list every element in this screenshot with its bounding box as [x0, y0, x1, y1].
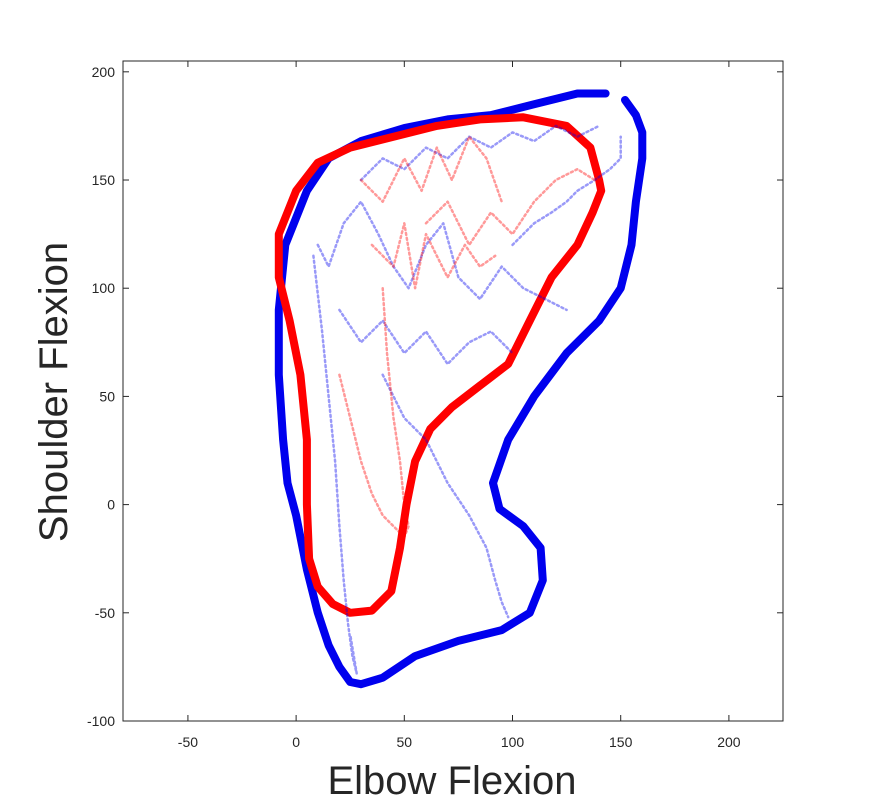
plot-area [123, 61, 783, 721]
x-tick-label: 50 [397, 734, 413, 750]
x-tick-label: 0 [292, 734, 300, 750]
trace-line-5 [359, 124, 601, 182]
x-axis-label: Elbow Flexion [327, 759, 576, 803]
x-tick-label: 100 [501, 734, 525, 750]
trace-line-4 [338, 308, 514, 366]
trace-line-9 [370, 222, 497, 290]
trace-line-2 [316, 200, 568, 312]
axes-frame [122, 60, 784, 722]
y-axis-label: Shoulder Flexion [32, 242, 76, 542]
trace-line-7 [511, 135, 622, 247]
y-tick-label: -50 [95, 605, 115, 621]
y-tick-label: 0 [107, 497, 115, 513]
y-tick-label: 100 [92, 280, 116, 296]
trace-line-11 [424, 167, 596, 247]
y-tick-label: 200 [92, 64, 116, 80]
boundary-line-1 [274, 113, 606, 617]
trace-line-8 [359, 135, 503, 203]
x-tick-label: 150 [609, 734, 633, 750]
trace-line-3 [312, 254, 358, 675]
x-tick-label: -50 [178, 734, 198, 750]
trace-line-12 [338, 373, 406, 539]
trace-line-10 [381, 286, 410, 539]
axes-layer: -50 0 50 100 150 200 -100 -50 0 50 100 150 200 [87, 60, 784, 750]
y-tick-label: 150 [92, 172, 116, 188]
y-tick-label: 50 [99, 388, 115, 404]
y-tick-label: -100 [87, 713, 115, 729]
x-tick-label: 200 [717, 734, 741, 750]
trace-line-6 [381, 373, 510, 619]
series-layer [274, 89, 647, 689]
